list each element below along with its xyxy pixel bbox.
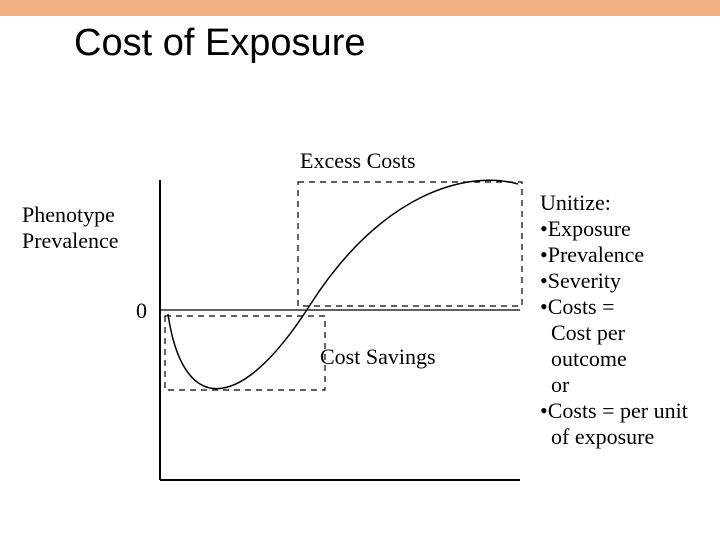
label-prevalence: Prevalence xyxy=(22,228,119,253)
bullet-unitize: Unitize: xyxy=(540,190,715,216)
bullet-costs-2a: of exposure xyxy=(540,424,715,450)
excess-costs-box xyxy=(298,182,522,306)
bullet-exposure: •Exposure xyxy=(540,216,715,242)
bullet-prevalence: •Prevalence xyxy=(540,242,715,268)
slide: Cost of Exposure Excess Costs Phenotype … xyxy=(0,0,720,540)
bullet-severity: •Severity xyxy=(540,268,715,294)
bullet-costs-1b: outcome xyxy=(540,346,715,372)
label-phenotype: Phenotype xyxy=(22,202,115,227)
bullet-list: Unitize: •Exposure •Prevalence •Severity… xyxy=(540,190,715,450)
label-zero: 0 xyxy=(136,298,147,323)
bullet-costs-1c: or xyxy=(540,372,715,398)
label-excess-costs: Excess Costs xyxy=(300,148,416,173)
bullet-costs-2: •Costs = per unit xyxy=(540,398,715,424)
label-cost-savings: Cost Savings xyxy=(320,344,436,369)
bullet-costs-1a: Cost per xyxy=(540,320,715,346)
bullet-costs-1: •Costs = xyxy=(540,294,715,320)
